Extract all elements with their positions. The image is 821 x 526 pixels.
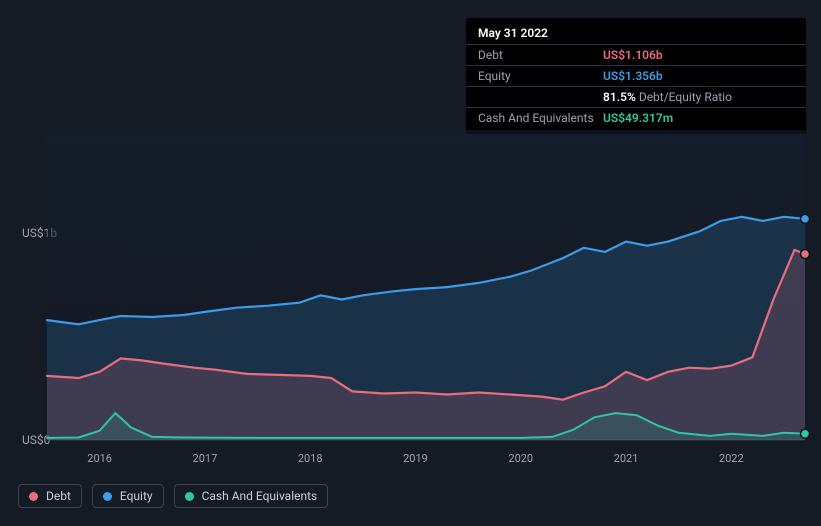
tooltip-row: DebtUS$1.106b <box>466 44 806 65</box>
series-end-marker <box>801 429 810 438</box>
legend-dot-icon <box>185 492 194 501</box>
legend: Debt Equity Cash And Equivalents <box>18 484 328 508</box>
legend-label: Equity <box>120 489 153 503</box>
tooltip-panel: May 31 2022 DebtUS$1.106bEquityUS$1.356b… <box>466 18 806 134</box>
tooltip-row-value: US$49.317m <box>603 111 673 125</box>
tooltip-row: 81.5% Debt/Equity Ratio <box>466 86 806 107</box>
x-axis-label: 2020 <box>508 452 533 465</box>
tooltip-date: May 31 2022 <box>466 24 806 44</box>
x-axis-label: 2016 <box>87 452 112 465</box>
x-axis-label: 2018 <box>298 452 323 465</box>
tooltip-row-label <box>478 90 603 104</box>
tooltip-row: Cash And EquivalentsUS$49.317m <box>466 107 806 128</box>
series-end-marker <box>801 214 810 223</box>
x-axis-label: 2022 <box>719 452 744 465</box>
tooltip-row-value: US$1.106b <box>603 48 663 62</box>
legend-item-equity[interactable]: Equity <box>92 484 164 508</box>
tooltip-row-value: US$1.356b <box>603 69 663 83</box>
tooltip-row-label: Debt <box>478 48 603 62</box>
tooltip-row-value: 81.5% Debt/Equity Ratio <box>603 90 732 104</box>
legend-label: Cash And Equivalents <box>202 489 318 503</box>
x-axis-label: 2017 <box>193 452 218 465</box>
chart-svg[interactable] <box>47 130 805 440</box>
tooltip-row-label: Equity <box>478 69 603 83</box>
tooltip-row: EquityUS$1.356b <box>466 65 806 86</box>
legend-item-debt[interactable]: Debt <box>18 484 82 508</box>
legend-dot-icon <box>103 492 112 501</box>
series-end-marker <box>801 250 810 259</box>
legend-item-cash-and-equivalents[interactable]: Cash And Equivalents <box>174 484 329 508</box>
tooltip-row-suffix: Debt/Equity Ratio <box>636 90 732 104</box>
x-axis-label: 2019 <box>403 452 428 465</box>
legend-label: Debt <box>46 489 71 503</box>
tooltip-row-label: Cash And Equivalents <box>478 111 603 125</box>
x-axis-label: 2021 <box>614 452 639 465</box>
legend-dot-icon <box>29 492 38 501</box>
